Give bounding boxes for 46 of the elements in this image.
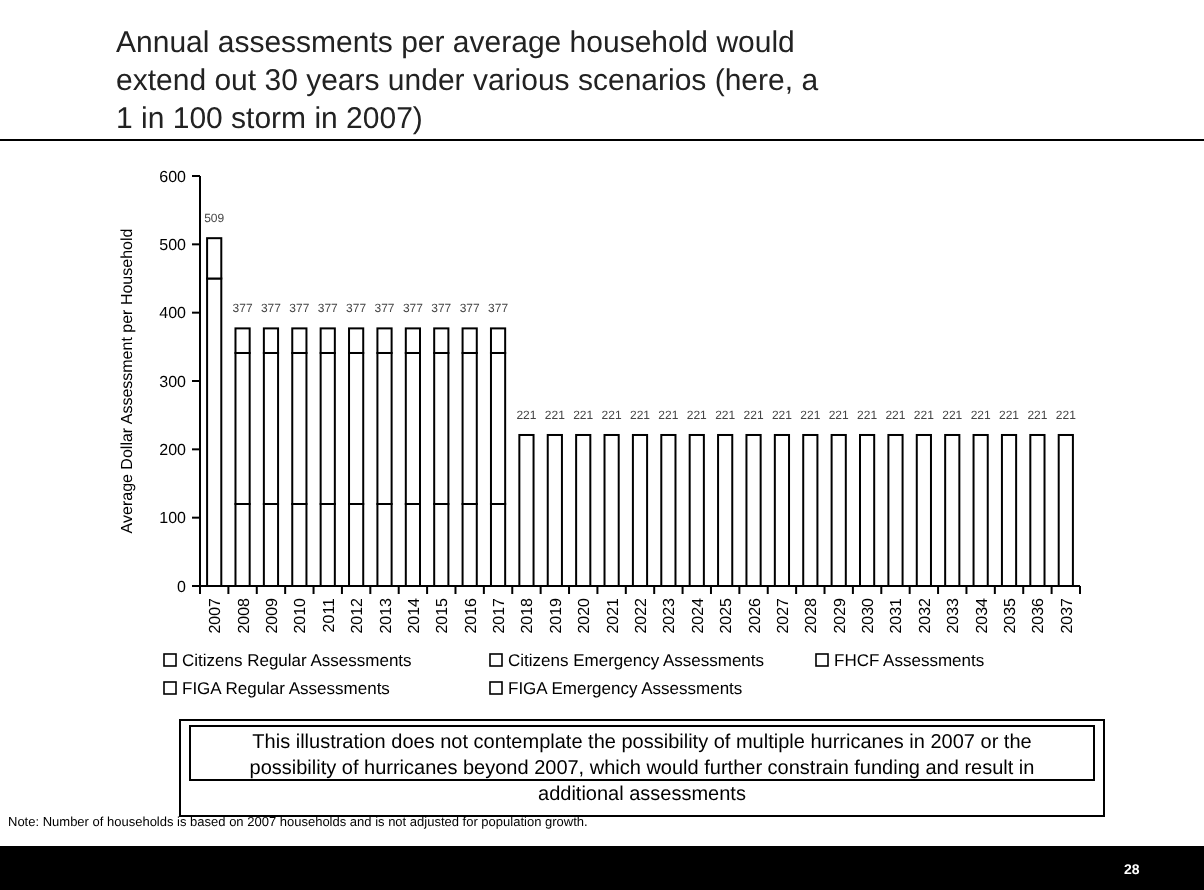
x-tick-label: 2023 xyxy=(660,596,679,634)
x-tick-label: 2030 xyxy=(859,596,878,634)
legend-label: FHCF Assessments xyxy=(834,650,985,670)
y-axis-title: Average Dollar Assessment per Household xyxy=(118,228,136,534)
x-tick-label: 2022 xyxy=(632,596,650,634)
x-tick-label: 2037 xyxy=(1057,596,1076,634)
x-tick-label: 2013 xyxy=(376,596,395,634)
y-tick-label: 300 xyxy=(159,372,188,391)
x-tick-label: 2027 xyxy=(773,596,792,634)
legend-label: Citizens Emergency Assessments xyxy=(508,650,765,670)
x-tick-label: 2033 xyxy=(944,596,963,634)
y-tick-label: 100 xyxy=(159,509,188,528)
x-tick-label: 2019 xyxy=(546,596,565,634)
x-tick-label: 2026 xyxy=(745,596,764,634)
x-tick-label: 2024 xyxy=(688,596,707,634)
x-tick-label: 2016 xyxy=(461,596,480,634)
x-tick-label: 2007 xyxy=(206,596,225,634)
x-tick-label: 2020 xyxy=(575,596,594,634)
text: This illustration does not contemplate the possibility of multiple hurricanes in 2007 or the possibility of hurricanes beyond 2007, which would further constrain funding and result in additional assessments xyxy=(249,732,1035,806)
x-tick-label: 2009 xyxy=(262,596,281,634)
x-tick-label: 2025 xyxy=(717,596,736,634)
legend-label: FIGA Emergency Assessments xyxy=(508,678,743,698)
x-tick-label: 2035 xyxy=(1001,596,1020,634)
x-tick-label: 2029 xyxy=(830,596,849,634)
legend-label: FIGA Regular Assessments xyxy=(182,678,390,698)
y-tick-label: 500 xyxy=(159,235,188,254)
x-tick-label: 2032 xyxy=(915,596,934,634)
x-tick-label: 2028 xyxy=(802,596,821,634)
x-tick-label: 2034 xyxy=(972,596,991,634)
x-tick-label: 2008 xyxy=(234,596,253,634)
x-tick-label: 2021 xyxy=(603,596,622,634)
x-tick-label: 2018 xyxy=(518,596,537,634)
x-tick-label: 2031 xyxy=(887,596,906,634)
chart-title: Annual assessments per average household would extend out 30 years under various scenarios (here, a 1 in 100 storm in 2007) xyxy=(116,26,820,136)
x-tick-label: 2011 xyxy=(319,596,338,633)
x-tick-label: 2014 xyxy=(404,596,423,634)
y-tick-label: 400 xyxy=(159,304,188,323)
x-tick-label: 2015 xyxy=(433,596,452,634)
x-tick-label: 2017 xyxy=(490,596,509,634)
x-tick-label: 2036 xyxy=(1029,596,1048,634)
y-tick-label: 200 xyxy=(159,440,188,459)
x-tick-label: 2010 xyxy=(291,596,310,634)
y-tick-label: 0 xyxy=(177,577,188,596)
x-tick-label: 2012 xyxy=(348,596,367,634)
legend-label: Citizens Regular Assessments xyxy=(182,650,412,670)
y-tick-label: 600 xyxy=(159,167,188,186)
